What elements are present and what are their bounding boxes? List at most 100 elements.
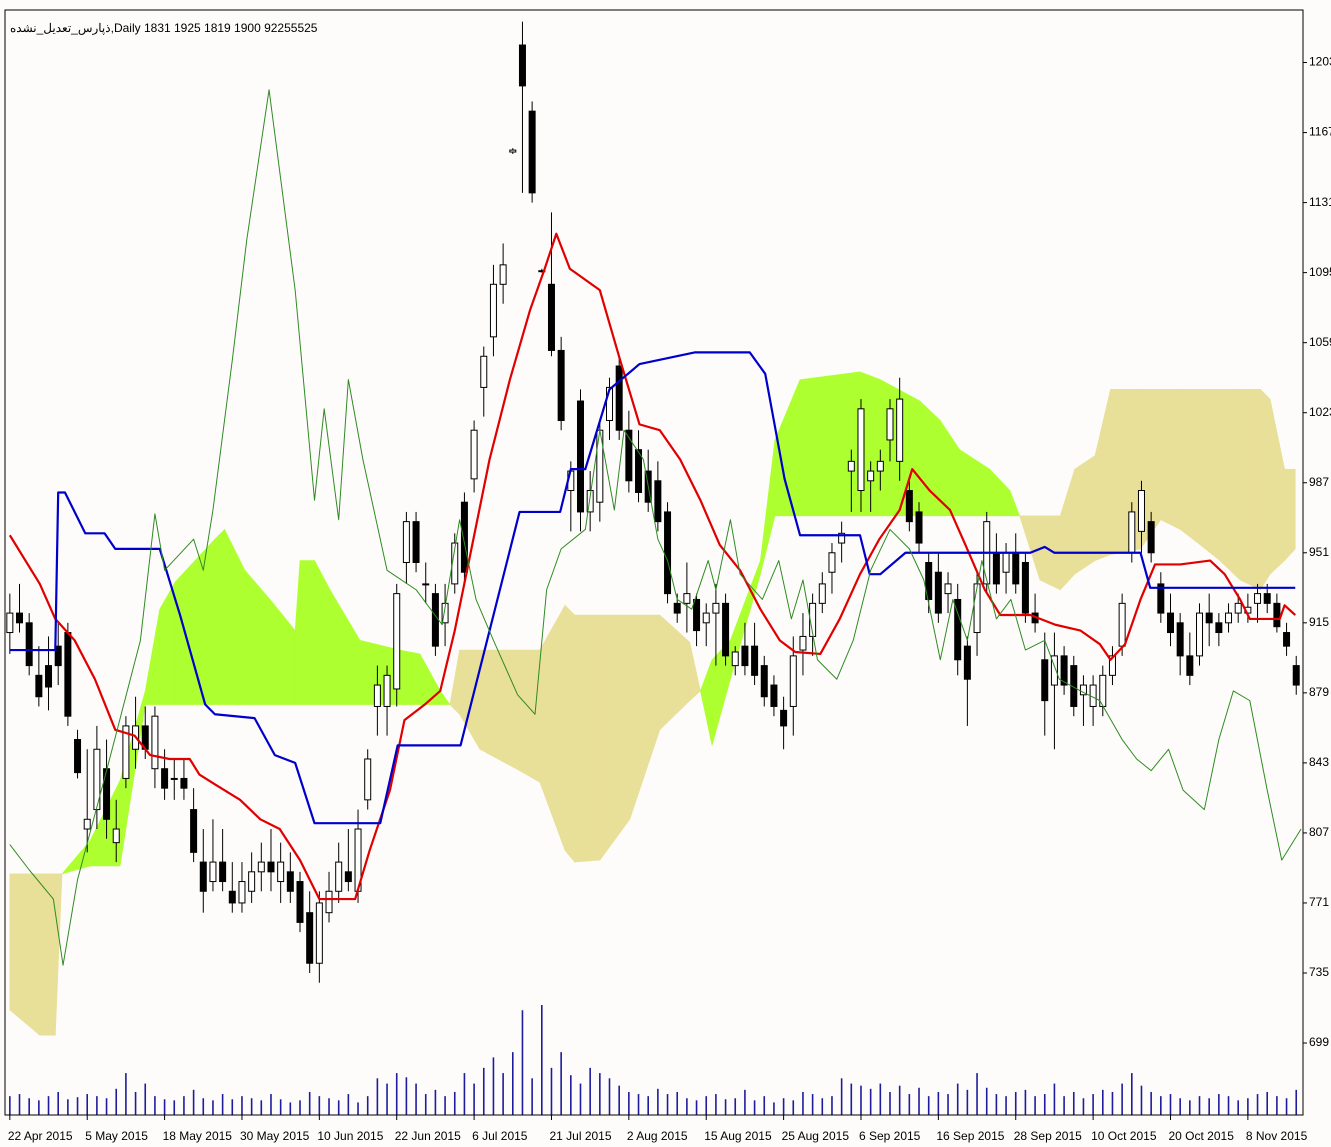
candle-body — [170, 777, 178, 780]
x-tick-label: 20 Oct 2015 — [1168, 1129, 1234, 1143]
cloud-segment — [564, 604, 575, 863]
indicator-line — [9, 351, 1296, 825]
candle-body — [16, 612, 24, 624]
candle-body — [6, 612, 14, 634]
cloud-segment — [1284, 468, 1296, 562]
candle-body — [1254, 593, 1262, 604]
candle-body — [828, 552, 836, 573]
candle-body — [383, 674, 391, 707]
candle-body — [654, 480, 662, 523]
candle-body — [180, 777, 188, 789]
candle-body — [557, 349, 565, 421]
candle-body — [606, 386, 614, 421]
candle-body — [925, 562, 933, 600]
candle-body — [402, 521, 410, 563]
candle-body — [760, 665, 768, 698]
y-tick-label: 843 — [1309, 755, 1329, 769]
candle-body — [1147, 521, 1155, 554]
candle-body — [1283, 632, 1291, 647]
cloud-segment — [1110, 389, 1141, 556]
candle-body — [325, 890, 333, 914]
y-tick-label: 951 — [1309, 545, 1329, 559]
candle-body — [219, 861, 227, 883]
candle-body — [74, 739, 82, 774]
candle-body — [306, 912, 314, 964]
candle-body — [199, 861, 207, 892]
candle-body — [586, 490, 594, 513]
candle-body — [847, 460, 855, 472]
candle-body — [731, 651, 739, 667]
y-tick-label: 1167 — [1309, 125, 1331, 139]
candle-body — [635, 449, 643, 493]
candle-body — [547, 283, 555, 351]
cloud-segment — [1074, 454, 1096, 575]
candle-body — [93, 748, 101, 811]
candle-body — [151, 715, 159, 770]
candle-body — [248, 871, 256, 892]
candle-body — [422, 583, 430, 586]
candle-body — [1225, 612, 1233, 624]
y-tick-label: 915 — [1309, 615, 1329, 629]
candle-body — [1060, 655, 1068, 686]
cloud-segment — [1009, 490, 1021, 517]
x-tick-label: 16 Sep 2015 — [936, 1129, 1004, 1143]
candle-body — [1186, 655, 1194, 676]
x-tick-label: 22 Jun 2015 — [395, 1129, 461, 1143]
candle-body — [460, 501, 468, 573]
x-tick-label: 8 Nov 2015 — [1246, 1129, 1308, 1143]
candle-body — [190, 809, 198, 853]
candle-body — [1234, 602, 1242, 614]
candle-body — [364, 758, 372, 801]
y-tick-label: 1023 — [1309, 405, 1331, 419]
indicator-line — [9, 89, 1302, 966]
candle-body — [1157, 583, 1165, 614]
candle-body — [1118, 602, 1126, 647]
x-tick-label: 15 Aug 2015 — [704, 1129, 772, 1143]
candle-body — [480, 355, 488, 388]
x-tick-label: 10 Jun 2015 — [317, 1129, 383, 1143]
x-tick-label: 25 Aug 2015 — [782, 1129, 850, 1143]
candle-body — [112, 828, 120, 844]
candle-body — [886, 408, 894, 441]
y-tick-label: 735 — [1309, 965, 1329, 979]
cloud-segment — [1160, 389, 1181, 530]
candle-body — [712, 602, 720, 614]
x-tick-label: 10 Oct 2015 — [1091, 1129, 1157, 1143]
candle-body — [857, 408, 865, 492]
candle-body — [1196, 612, 1204, 657]
cloud-segment — [689, 642, 701, 702]
y-tick-label: 987 — [1309, 475, 1329, 489]
candle-body — [905, 490, 913, 523]
candle-body — [509, 149, 517, 153]
candle-body — [64, 632, 72, 717]
candle-body — [1273, 602, 1281, 628]
candle-body — [54, 645, 62, 667]
candle-body — [35, 674, 43, 698]
chart-title: ذپارس_تعدیل_نشده,Daily 1831 1925 1819 19… — [10, 21, 318, 35]
cloud-segment — [1219, 389, 1241, 581]
x-tick-label: 18 May 2015 — [163, 1129, 233, 1143]
candle-body — [1205, 612, 1213, 624]
candle-body — [470, 429, 478, 480]
cloud-segment — [479, 649, 520, 772]
candle-body — [103, 768, 111, 820]
cloud-segment — [1260, 388, 1271, 591]
candle-body — [1079, 684, 1087, 696]
x-tick-label: 21 Jul 2015 — [549, 1129, 611, 1143]
candle-body — [954, 598, 962, 661]
candle-body — [1012, 552, 1020, 585]
candle-body — [335, 861, 343, 892]
candle-body — [1108, 655, 1116, 676]
x-tick-label: 5 May 2015 — [85, 1129, 148, 1143]
candle-body — [277, 861, 285, 883]
cloud-segment — [574, 614, 601, 863]
candle-body — [25, 622, 33, 667]
candle-body — [944, 583, 952, 595]
candle-body — [683, 593, 691, 604]
candle-body — [238, 881, 246, 904]
y-tick-label: 1095 — [1309, 265, 1331, 279]
indicator-line — [8, 232, 1297, 901]
x-tick-label: 22 Apr 2015 — [8, 1129, 73, 1143]
candle-body — [393, 593, 401, 690]
